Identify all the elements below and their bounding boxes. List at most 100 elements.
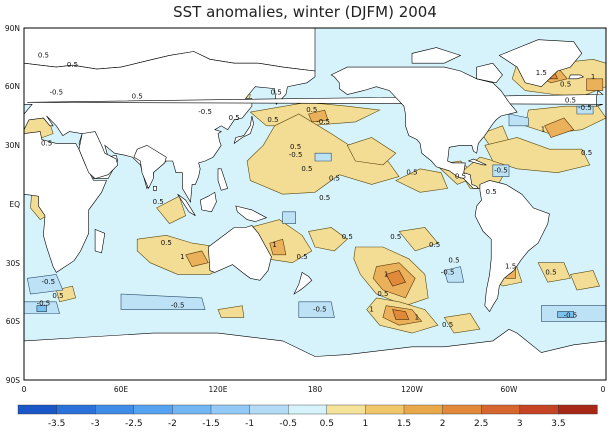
lat-tick-label: 90S bbox=[6, 376, 21, 385]
contour-label: 0.5 bbox=[390, 233, 401, 241]
contour-label: 0.5 bbox=[41, 139, 52, 147]
contour-label: 0.5 bbox=[271, 89, 282, 97]
north-america-land bbox=[330, 66, 518, 189]
lat-tick-label: 90N bbox=[5, 24, 20, 33]
contour-label: 0.5 bbox=[342, 233, 353, 241]
new-zealand-land bbox=[293, 271, 313, 295]
contour-label: 1 bbox=[591, 73, 595, 81]
positive-anomaly-region bbox=[217, 305, 245, 318]
contour-label: 0.5 bbox=[319, 194, 330, 202]
map-title: SST anomalies, winter (DJFM) 2004 bbox=[173, 3, 437, 21]
colorbar-swatch bbox=[249, 404, 289, 415]
contour-label-layer: 0.50.5-0.5 0.5 0.50.5-0.50.5 0.5 -0.50.50.50… bbox=[37, 51, 596, 329]
lon-tick-label: 120E bbox=[208, 385, 227, 394]
contour-label: -0.5 bbox=[313, 306, 327, 314]
strong-negative-anomaly-region bbox=[36, 305, 47, 312]
negative-anomaly-region bbox=[443, 266, 465, 283]
contour-label: 0.5 bbox=[406, 169, 417, 177]
anomaly-contour-fill-layer bbox=[24, 43, 606, 334]
contour-label: 0.5 bbox=[448, 257, 459, 265]
contour-label: -0.5 bbox=[316, 118, 330, 126]
contour-label: 0.5 bbox=[297, 253, 308, 261]
contour-label: 0.5 bbox=[486, 188, 497, 196]
contour-label: 0.5 bbox=[153, 198, 164, 206]
contour-label: 0.5 bbox=[565, 96, 576, 104]
iceland-land bbox=[568, 74, 585, 80]
colorbar-swatch bbox=[56, 404, 96, 415]
contour-label: 0.5 bbox=[560, 81, 571, 89]
colorbar-swatch bbox=[17, 404, 58, 415]
negative-anomaly-region bbox=[120, 293, 206, 310]
colorbar-swatch bbox=[403, 404, 444, 415]
colorbar-swatch bbox=[558, 404, 598, 415]
contour-label: -0.5 bbox=[289, 151, 303, 159]
colorbar-tick-label: -2.5 bbox=[125, 419, 143, 429]
lon-tick-label: 120W bbox=[401, 385, 423, 394]
strong-negative-anomaly-region bbox=[557, 311, 574, 318]
lat-tick-label: EQ bbox=[9, 200, 20, 209]
positive-anomaly-region bbox=[398, 227, 439, 252]
peak-positive-anomaly-region bbox=[385, 270, 406, 287]
colorbar-tick-label: 3.5 bbox=[551, 419, 565, 429]
lat-tick-label: 60N bbox=[5, 82, 20, 91]
lon-tick-label: 60W bbox=[501, 385, 519, 394]
contour-label: 1.5 bbox=[505, 263, 516, 271]
land-layer bbox=[24, 28, 606, 380]
sumatra-land bbox=[177, 193, 196, 216]
map-border bbox=[23, 27, 607, 381]
strong-positive-anomaly-region bbox=[544, 117, 575, 138]
contour-label: -0.5 bbox=[49, 89, 63, 97]
contour-label: 1 bbox=[272, 241, 276, 249]
colorbar-swatch bbox=[94, 404, 135, 415]
lat-tick-label: 30S bbox=[6, 259, 21, 268]
colorbar-tick-label: -3 bbox=[91, 419, 100, 429]
contour-label: 1 bbox=[180, 253, 184, 261]
contour-label: 1 bbox=[415, 313, 419, 321]
contour-label: 0.5 bbox=[442, 321, 453, 329]
colorbar-tick-label: -1.5 bbox=[202, 419, 220, 429]
borneo-land bbox=[199, 191, 217, 213]
positive-anomaly-region bbox=[346, 137, 397, 166]
colorbar-tick-label: -2 bbox=[168, 419, 177, 429]
contour-label: 0.5 bbox=[329, 175, 340, 183]
contour-label: 0.5 bbox=[306, 106, 317, 114]
negative-anomaly-region bbox=[576, 105, 594, 115]
sri-lanka-land bbox=[153, 186, 157, 191]
contour-label: -0.5 bbox=[41, 278, 55, 286]
negative-anomaly-region bbox=[298, 301, 335, 318]
india-land bbox=[133, 144, 167, 190]
colorbar-swatch bbox=[481, 404, 521, 415]
australia-land bbox=[207, 225, 272, 281]
contour-label: -0.5 bbox=[578, 104, 592, 112]
colorbar-tick-label: 2.5 bbox=[474, 419, 488, 429]
positive-anomaly-region bbox=[308, 227, 348, 252]
lon-tick-label: 180 bbox=[308, 385, 323, 394]
longitude-axis: 0 60E 120E 180 120W 60W 0 bbox=[22, 385, 606, 394]
latitude-axis: 90N 60N 30N EQ 30S 60S 90S bbox=[5, 24, 20, 385]
new-guinea-land bbox=[235, 205, 268, 222]
contour-label: 0.5 bbox=[290, 143, 301, 151]
colorbar-swatch bbox=[288, 404, 328, 415]
positive-anomaly-region bbox=[443, 313, 481, 334]
contour-label: 0.5 bbox=[301, 165, 312, 173]
contour-label: 1 bbox=[384, 270, 388, 278]
colorbar-tick-label: 1 bbox=[363, 419, 369, 429]
peak-positive-anomaly-region bbox=[392, 309, 410, 320]
colorbar-swatch bbox=[442, 404, 482, 415]
negative-anomaly-region bbox=[314, 152, 332, 162]
contour-label: -0.5 bbox=[441, 268, 455, 276]
contour-label: -0.5 bbox=[564, 311, 578, 319]
contour-label: 0.5 bbox=[429, 241, 440, 249]
lon-tick-label: 0 bbox=[601, 385, 606, 394]
lat-tick-label: 30N bbox=[5, 141, 20, 150]
strong-positive-anomaly-region bbox=[586, 78, 604, 91]
greenland-land bbox=[498, 39, 583, 88]
positive-anomaly-region bbox=[569, 270, 600, 291]
colorbar-tick-label: 0.5 bbox=[320, 419, 334, 429]
contour-label: 0.5 bbox=[161, 239, 172, 247]
colorbar: -3.5 -3 -2.5 -2 -1.5 -1 -0.5 0.5 1 1.5 2 2.5 3 3.5 bbox=[17, 404, 598, 429]
contour-label: 0.5 bbox=[229, 114, 240, 122]
south-america-land bbox=[474, 180, 550, 313]
strong-positive-anomaly-region bbox=[269, 238, 287, 256]
